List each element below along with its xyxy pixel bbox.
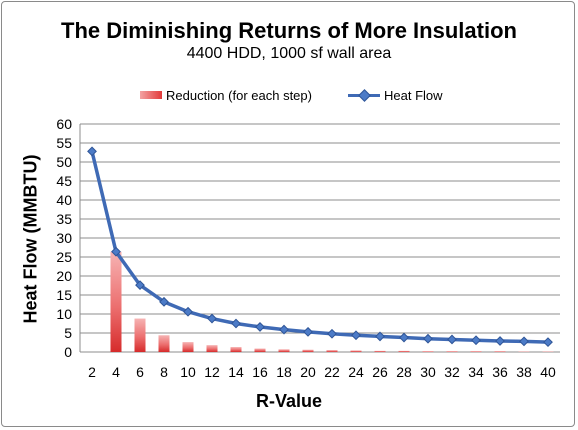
x-tick-label: 30 xyxy=(420,364,436,380)
x-tick-label: 6 xyxy=(136,364,144,380)
y-tick-label: 10 xyxy=(56,306,72,322)
heat-flow-point xyxy=(159,296,169,307)
bar-reduction xyxy=(374,350,386,352)
bar-reduction xyxy=(158,335,170,352)
bar-reduction xyxy=(470,351,482,352)
y-tick-label: 60 xyxy=(56,116,72,132)
legend-line-swatch xyxy=(348,89,380,102)
x-tick-label: 4 xyxy=(112,364,120,380)
heat-flow-point xyxy=(447,334,457,345)
legend: Reduction (for each step) Heat Flow xyxy=(0,86,578,104)
heat-flow-point xyxy=(327,328,337,339)
heat-flow-point xyxy=(231,318,241,329)
bar-reduction xyxy=(110,251,122,352)
y-tick-label: 55 xyxy=(56,135,72,151)
bar-reduction xyxy=(254,348,266,352)
heat-flow-point xyxy=(207,313,217,324)
x-tick-label: 32 xyxy=(444,364,460,380)
x-tick-label: 8 xyxy=(160,364,168,380)
x-tick-label: 28 xyxy=(396,364,412,380)
legend-item-heat-flow: Heat Flow xyxy=(348,86,443,104)
legend-label-heat-flow: Heat Flow xyxy=(384,87,443,103)
legend-item-reduction: Reduction (for each step) xyxy=(140,86,312,104)
heat-flow-point xyxy=(543,337,553,348)
x-tick-label: 16 xyxy=(252,364,268,380)
x-tick-label: 14 xyxy=(228,364,244,380)
x-tick-label: 10 xyxy=(180,364,196,380)
legend-label-reduction: Reduction (for each step) xyxy=(166,87,312,103)
heat-flow-point xyxy=(87,146,97,157)
bar-reduction xyxy=(182,342,194,352)
x-tick-label: 40 xyxy=(540,364,556,380)
x-axis-title: R-Value xyxy=(255,391,323,411)
heat-flow-point xyxy=(183,306,193,317)
heat-flow-point xyxy=(471,335,481,346)
y-tick-label: 50 xyxy=(56,154,72,170)
bar-reduction xyxy=(398,350,410,352)
legend-bar-swatch xyxy=(140,91,162,99)
x-tick-label: 34 xyxy=(468,364,484,380)
chart-subtitle: 4400 HDD, 1000 sf wall area xyxy=(186,45,392,62)
bar-reduction xyxy=(422,351,434,352)
y-tick-label: 45 xyxy=(56,173,72,189)
x-tick-label: 20 xyxy=(300,364,316,380)
y-tick-label: 40 xyxy=(56,192,72,208)
y-tick-label: 25 xyxy=(56,249,72,265)
bar-reduction xyxy=(446,351,458,352)
bar-reduction xyxy=(350,350,362,352)
x-tick-label: 22 xyxy=(324,364,340,380)
x-tick-label: 36 xyxy=(492,364,508,380)
heat-flow-point xyxy=(519,336,529,347)
bar-reduction xyxy=(230,347,242,352)
y-tick-label: 5 xyxy=(64,325,72,341)
x-tick-label: 24 xyxy=(348,364,364,380)
chart-title: The Diminishing Returns of More Insulati… xyxy=(61,18,517,43)
bar-reduction xyxy=(278,349,290,352)
heat-flow-point xyxy=(423,333,433,344)
bar-reduction xyxy=(206,345,218,352)
y-tick-label: 15 xyxy=(56,287,72,303)
bar-reduction xyxy=(302,349,314,352)
heat-flow-point xyxy=(255,322,265,332)
x-tick-label: 12 xyxy=(204,364,220,380)
bar-reduction xyxy=(326,350,338,352)
y-tick-label: 30 xyxy=(56,230,72,246)
y-tick-label: 0 xyxy=(64,344,72,360)
x-tick-label: 26 xyxy=(372,364,388,380)
x-tick-label: 18 xyxy=(276,364,292,380)
bar-reduction xyxy=(494,351,506,352)
heat-flow-point xyxy=(351,330,361,341)
y-tick-label: 35 xyxy=(56,211,72,227)
x-tick-label: 38 xyxy=(516,364,532,380)
x-tick-label: 2 xyxy=(88,364,96,380)
y-axis-title: Heat Flow (MMBTU) xyxy=(20,154,41,324)
heat-flow-point xyxy=(375,331,385,342)
heat-flow-point xyxy=(303,326,313,337)
bar-reduction xyxy=(134,318,146,352)
heat-flow-point xyxy=(135,280,145,291)
heat-flow-point xyxy=(111,246,121,257)
heat-flow-point xyxy=(495,336,505,346)
y-tick-label: 20 xyxy=(56,268,72,284)
heat-flow-point xyxy=(399,332,409,343)
heat-flow-point xyxy=(279,324,289,335)
